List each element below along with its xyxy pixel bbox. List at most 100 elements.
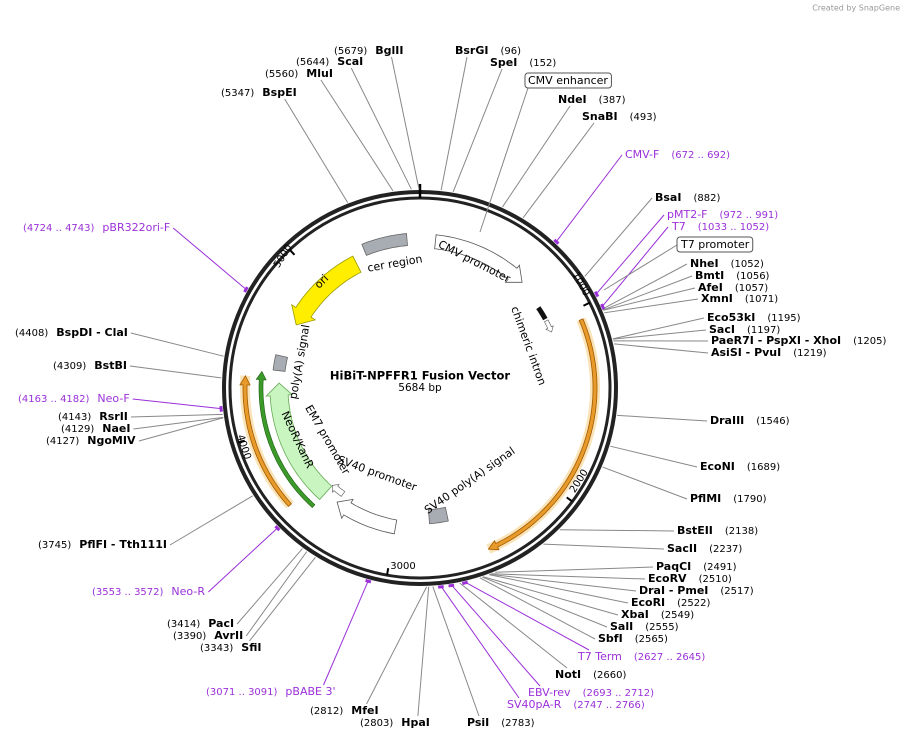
leader-line (417, 586, 430, 717)
site-label-position: (4309) (53, 361, 86, 372)
site-label: (3414) PacI (167, 617, 234, 630)
primer-label-position: (2627 .. 2645) (634, 652, 706, 663)
site-label-position: (3745) (38, 540, 71, 551)
leader-line (138, 417, 224, 442)
cmv-promoter (434, 234, 523, 283)
primer-label-name: pMT2-F (667, 208, 708, 221)
site-label-position: (2549) (661, 610, 694, 621)
primer-label-name: Neo-R (171, 585, 205, 598)
primer-label: CMV-F (672 .. 692) (625, 148, 730, 161)
site-label: AfeI (1057) (698, 281, 768, 294)
site-label: (4127) NgoMIV (46, 434, 136, 447)
site-label: (2812) MfeI (310, 704, 379, 717)
site-label-position: (1790) (733, 494, 766, 505)
site-label-name: BstEII (677, 524, 713, 537)
tick-mark (288, 249, 296, 256)
primer-label-name: pBR322ori-F (102, 221, 170, 234)
primer-label-name: T7 Term (577, 650, 622, 663)
primer-label: (4724 .. 4743) pBR322ori-F (23, 221, 170, 234)
site-label: EcoRV (2510) (648, 572, 732, 585)
leader-line (489, 573, 637, 592)
primer-label-position: (3071 .. 3091) (206, 687, 278, 698)
primer-label-position: (4163 .. 4182) (18, 394, 90, 405)
tick-mark (566, 496, 573, 503)
leader-line (350, 67, 412, 190)
site-label: EcoNI (1689) (700, 460, 780, 473)
site-label: (4309) BstBI (53, 359, 127, 372)
site-label: NheI (1052) (690, 257, 764, 270)
primer-mark (365, 578, 372, 584)
leader-line (555, 154, 623, 243)
site-label-name: SacII (667, 542, 697, 555)
intron-arrow (544, 319, 554, 333)
primer-label-name: CMV-F (625, 148, 659, 161)
site-label-position: (3390) (173, 631, 206, 642)
site-label: BmtI (1056) (695, 269, 770, 282)
neo-thin (255, 370, 316, 509)
leader-line (610, 445, 698, 468)
site-label-name: AfeI (698, 281, 723, 294)
primer-label: (3553 .. 3572) Neo-R (92, 585, 205, 598)
site-label: Eco53kI (1195) (707, 311, 801, 324)
sv40-promoter (336, 498, 398, 535)
site-label-position: (4408) (15, 328, 48, 339)
site-label: SalI (2555) (610, 620, 679, 633)
primer-label-name: pBABE 3' (285, 685, 335, 698)
site-label-position: (1056) (736, 271, 769, 282)
site-label-name: BspEI (262, 86, 296, 99)
site-label-position: (387) (599, 95, 626, 106)
map-length: 5684 bp (398, 382, 442, 394)
site-label-position: (1689) (747, 462, 780, 473)
site-label-name: DraIII (710, 414, 744, 427)
tick-label: 3000 (390, 561, 415, 572)
site-label: DraI - PmeI (2517) (639, 584, 754, 597)
leader-line (603, 287, 696, 311)
site-label-name: RsrII (99, 410, 128, 423)
leader-line (450, 584, 541, 687)
primer-mark (600, 303, 606, 310)
leader-line (602, 275, 693, 311)
leader-line (249, 557, 316, 642)
site-label-position: (1205) (853, 336, 886, 347)
leader-line (559, 529, 675, 532)
primer-label-position: (672 .. 692) (671, 150, 730, 161)
site-label-position: (1195) (767, 313, 800, 324)
site-label: SpeI (152) (490, 56, 556, 69)
site-label-position: (3414) (167, 619, 200, 630)
site-label-position: (882) (693, 193, 720, 204)
leader-line (612, 317, 705, 340)
primer-label-name: SV40pA-R (507, 698, 562, 711)
site-label-name: SpeI (490, 56, 517, 69)
primer-mark (593, 290, 600, 298)
site-label-position: (2812) (310, 706, 343, 717)
leader-line (236, 548, 303, 625)
chimeric-intron (536, 306, 548, 321)
site-label-position: (1546) (756, 416, 789, 427)
leader-line (488, 574, 629, 604)
primer-label-name: T7 (671, 220, 686, 233)
site-label-name: NgoMIV (87, 434, 136, 447)
primer-mark (461, 580, 469, 585)
site-label-position: (4129) (61, 424, 94, 435)
site-label-name: PaqCI (656, 560, 691, 573)
site-label-position: (2517) (720, 586, 753, 597)
labels: (5679) BglII (5644) ScaI (5560) MluI (5347) Bsp… (15, 44, 887, 729)
site-label-name: BglII (375, 44, 403, 57)
site-label: (5679) BglII (334, 44, 403, 57)
site-label-name: DraI - PmeI (639, 584, 708, 597)
site-label: DraIII (1546) (710, 414, 790, 427)
primer-label: EBV-rev (2693 .. 2712) (528, 686, 654, 699)
leader-line (432, 586, 480, 717)
site-label: PaqCI (2491) (656, 560, 737, 573)
site-label-position: (2555) (645, 622, 678, 633)
primer-label-position: (3553 .. 3572) (92, 587, 164, 598)
leader-line (522, 122, 595, 219)
site-label-name: NaeI (102, 422, 130, 435)
site-label-position: (1197) (747, 325, 780, 336)
cds-arrow (487, 318, 598, 551)
primer-mark (448, 583, 455, 588)
site-label-name: AsiSI - PvuI (711, 346, 781, 359)
site-label: NdeI (387) (558, 93, 626, 106)
site-label-name: NotI (555, 668, 581, 681)
